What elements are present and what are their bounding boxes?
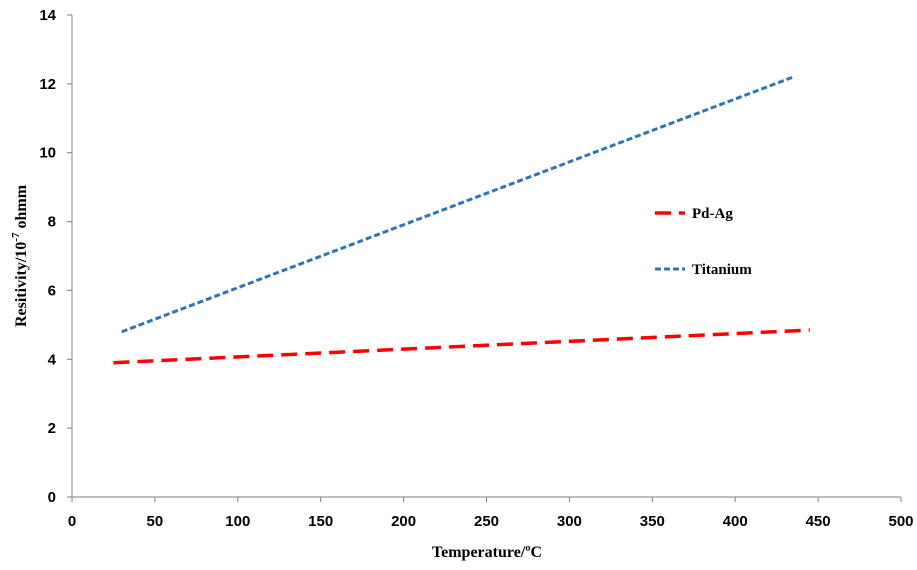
legend-label: Titanium bbox=[692, 262, 752, 278]
x-tick-label: 100 bbox=[225, 513, 250, 530]
y-tick-label: 0 bbox=[48, 489, 56, 506]
x-axis-ticks: 0 50 100 150 200 250 300 350 400 450 500 bbox=[68, 497, 914, 530]
x-tick-label: 200 bbox=[391, 513, 416, 530]
y-tick-label: 8 bbox=[48, 214, 56, 231]
x-axis-title: Temperature/ºC bbox=[432, 544, 542, 561]
y-tick-label: 6 bbox=[48, 282, 56, 299]
y-tick-label: 10 bbox=[39, 145, 56, 162]
y-tick-label: 2 bbox=[48, 420, 56, 437]
x-tick-label: 250 bbox=[474, 513, 499, 530]
x-tick-label: 0 bbox=[68, 513, 76, 530]
x-tick-label: 450 bbox=[806, 513, 831, 530]
y-tick-label: 14 bbox=[39, 7, 56, 24]
x-tick-label: 50 bbox=[147, 513, 164, 530]
y-tick-label: 4 bbox=[48, 351, 57, 368]
y-axis-title-unit: ohmm bbox=[13, 184, 30, 232]
series-lines bbox=[113, 75, 810, 365]
series-line-pd-ag bbox=[113, 328, 810, 365]
legend: Pd-Ag Titanium bbox=[655, 206, 752, 278]
x-tick-label: 300 bbox=[557, 513, 582, 530]
axes bbox=[71, 15, 901, 498]
y-axis-ticks: 0 2 4 6 8 10 12 14 bbox=[39, 7, 72, 506]
y-tick-label: 12 bbox=[39, 76, 56, 93]
y-axis-title-exponent: -7 bbox=[10, 232, 22, 242]
x-tick-label: 500 bbox=[888, 513, 913, 530]
series-line-titanium bbox=[121, 75, 794, 334]
x-tick-label: 400 bbox=[723, 513, 748, 530]
legend-label: Pd-Ag bbox=[692, 206, 733, 222]
y-axis-title: Resitivity/10-7 ohmm bbox=[10, 184, 30, 327]
x-tick-label: 350 bbox=[640, 513, 665, 530]
x-tick-label: 150 bbox=[308, 513, 333, 530]
y-axis-title-main: Resitivity/10 bbox=[13, 242, 30, 327]
